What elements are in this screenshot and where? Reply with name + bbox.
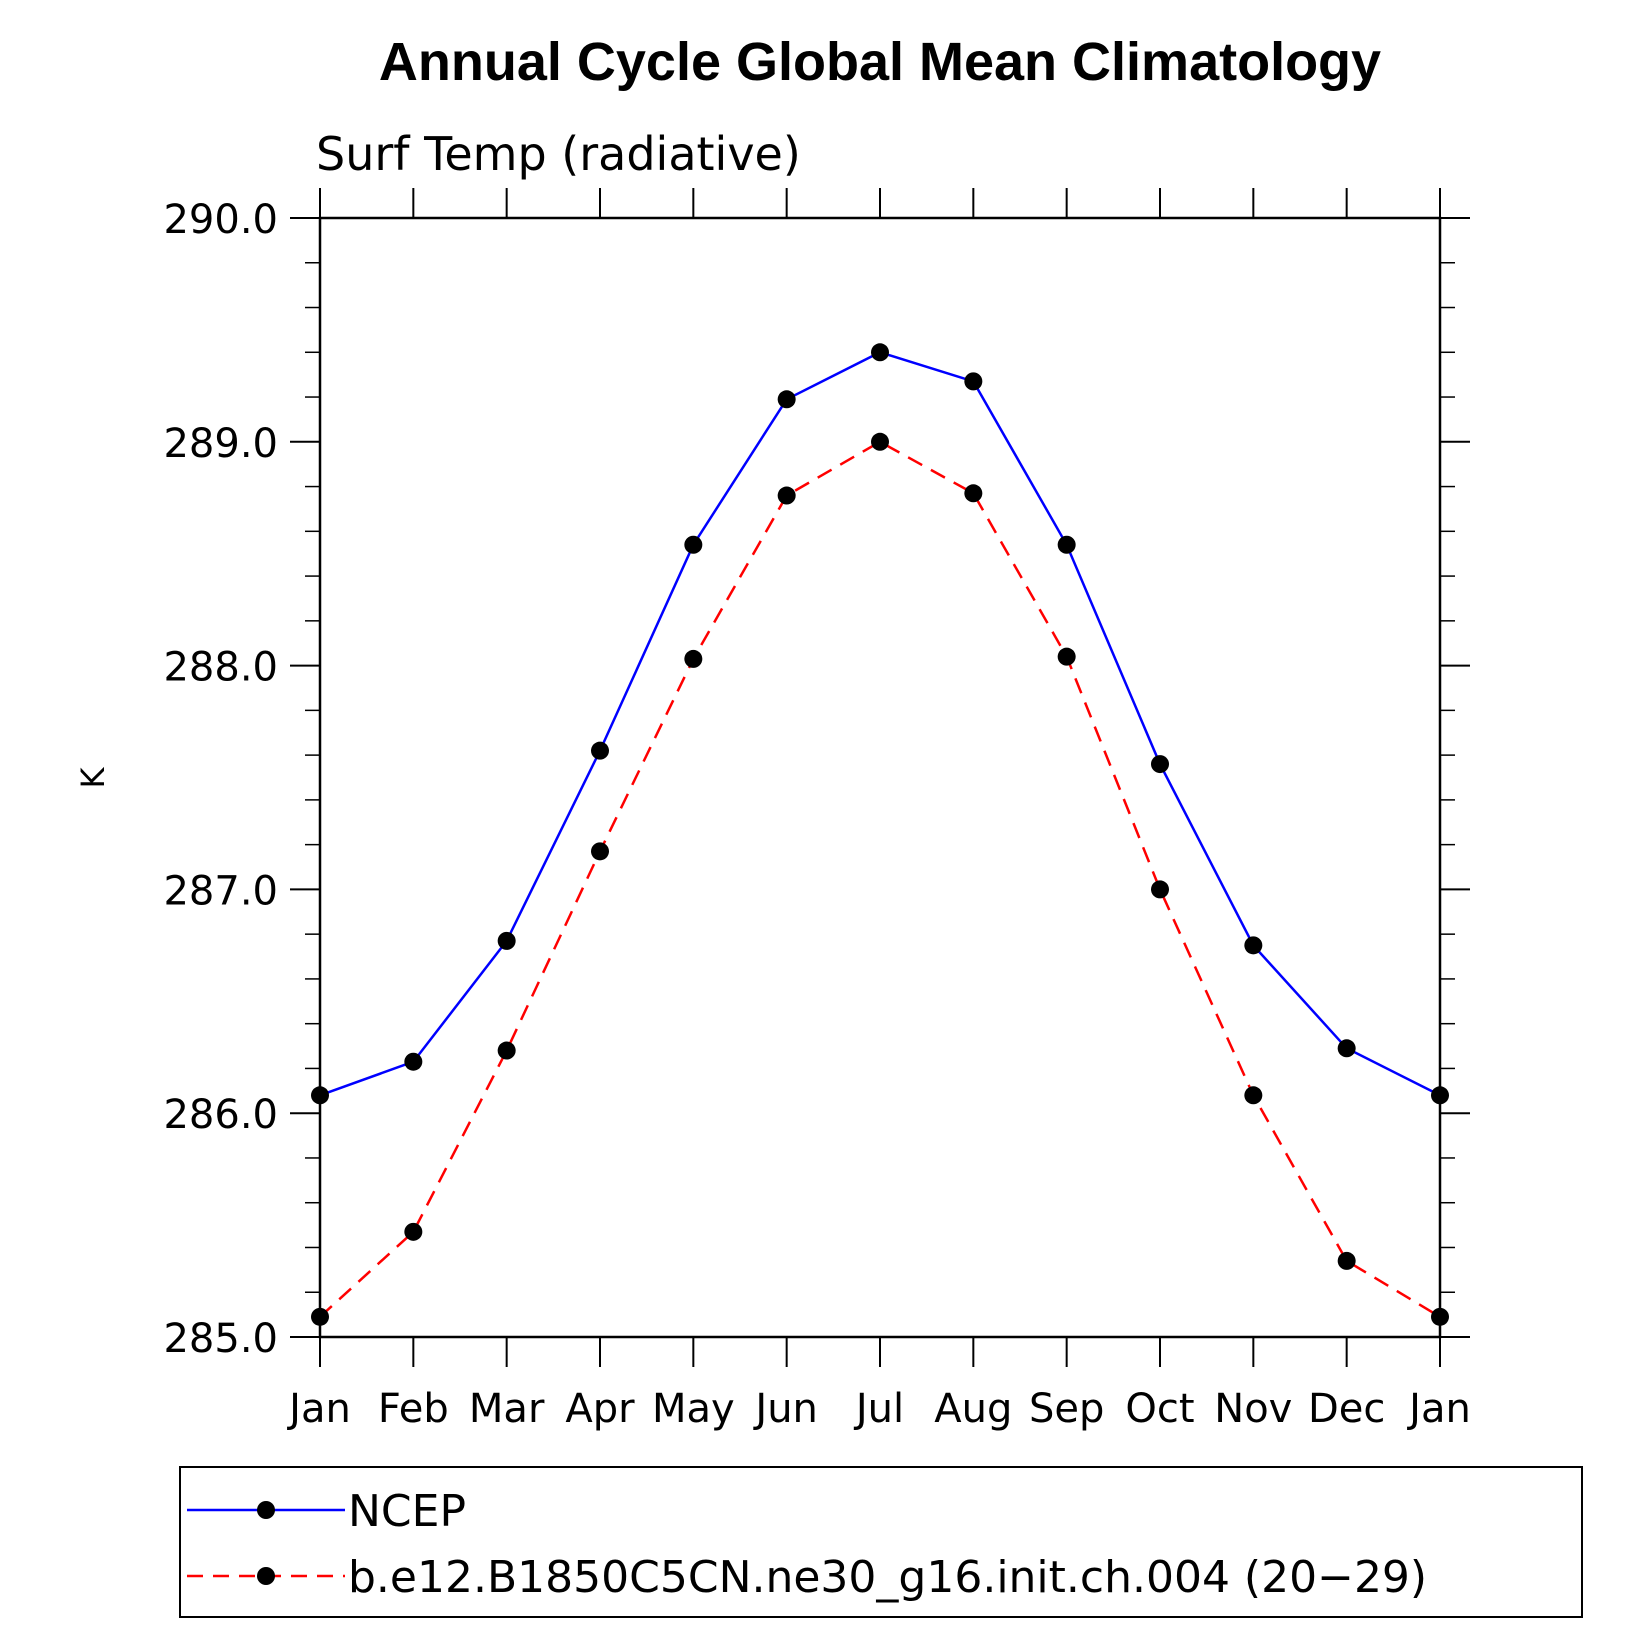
data-point xyxy=(1151,755,1169,774)
data-point xyxy=(404,1222,423,1241)
series-line-0 xyxy=(319,350,1441,1097)
data-point xyxy=(1057,535,1076,554)
data-point xyxy=(777,390,796,409)
data-point xyxy=(1244,936,1263,955)
chart-subtitle: Surf Temp (radiative) xyxy=(316,127,801,181)
data-point xyxy=(1431,1086,1449,1105)
data-point xyxy=(497,931,516,950)
y-tick-label: 289.0 xyxy=(163,421,278,467)
legend: NCEP b.e12.B1850C5CN.ne30_g16.init.ch.004… xyxy=(179,1466,1583,1618)
x-tick-label: Sep xyxy=(1029,1386,1104,1432)
axes: Jan Feb Mar Apr May Jun Jul Aug Sep Oct Nov Dec Jan2… xyxy=(163,188,1471,1432)
data-point xyxy=(1337,1251,1356,1270)
data-point xyxy=(964,484,983,503)
data-point xyxy=(404,1052,423,1071)
data-point xyxy=(311,1086,329,1105)
series-line-1 xyxy=(319,440,1441,1318)
y-tick-label: 288.0 xyxy=(163,645,278,691)
x-tick-label: Apr xyxy=(565,1386,635,1432)
series-layer xyxy=(311,343,1449,1326)
x-tick-label: Nov xyxy=(1214,1386,1292,1432)
data-point xyxy=(497,1041,516,1060)
data-point xyxy=(591,842,609,861)
data-point xyxy=(1057,647,1076,666)
data-point xyxy=(1431,1307,1449,1326)
x-tick-label: Aug xyxy=(934,1386,1012,1432)
x-tick-label: Jun xyxy=(752,1386,818,1432)
data-point xyxy=(684,649,703,668)
legend-box xyxy=(179,1466,1583,1618)
data-point xyxy=(871,432,889,451)
legend-marker-0 xyxy=(257,1501,275,1519)
data-point xyxy=(964,372,983,391)
chart-title: Annual Cycle Global Mean Climatology xyxy=(379,32,1381,92)
data-point xyxy=(1244,1086,1263,1105)
y-tick-label: 287.0 xyxy=(163,868,278,914)
x-tick-label: Mar xyxy=(469,1386,545,1432)
x-tick-label: Feb xyxy=(378,1386,449,1432)
x-tick-label: Jul xyxy=(853,1386,904,1432)
x-tick-label: May xyxy=(652,1386,735,1432)
legend-marker-1 xyxy=(257,1567,275,1585)
data-point xyxy=(591,741,609,760)
x-tick-label: Dec xyxy=(1308,1386,1385,1432)
x-tick-label: Jan xyxy=(1406,1386,1471,1432)
y-tick-label: 285.0 xyxy=(163,1316,278,1362)
data-point xyxy=(1337,1039,1356,1058)
data-point xyxy=(871,343,889,362)
y-axis-label: K xyxy=(74,766,112,788)
legend-label-0: NCEP xyxy=(348,1486,466,1537)
y-tick-label: 286.0 xyxy=(163,1092,278,1138)
data-point xyxy=(1151,880,1169,899)
x-tick-label: Oct xyxy=(1125,1386,1194,1432)
data-point xyxy=(777,486,796,505)
x-tick-label: Jan xyxy=(286,1386,351,1432)
y-tick-label: 290.0 xyxy=(163,197,278,243)
legend-label-1: b.e12.B1850C5CN.ne30_g16.init.ch.004 (20… xyxy=(348,1552,1427,1603)
data-point xyxy=(311,1307,329,1326)
data-point xyxy=(684,535,703,554)
plot-frame xyxy=(318,216,1442,1339)
